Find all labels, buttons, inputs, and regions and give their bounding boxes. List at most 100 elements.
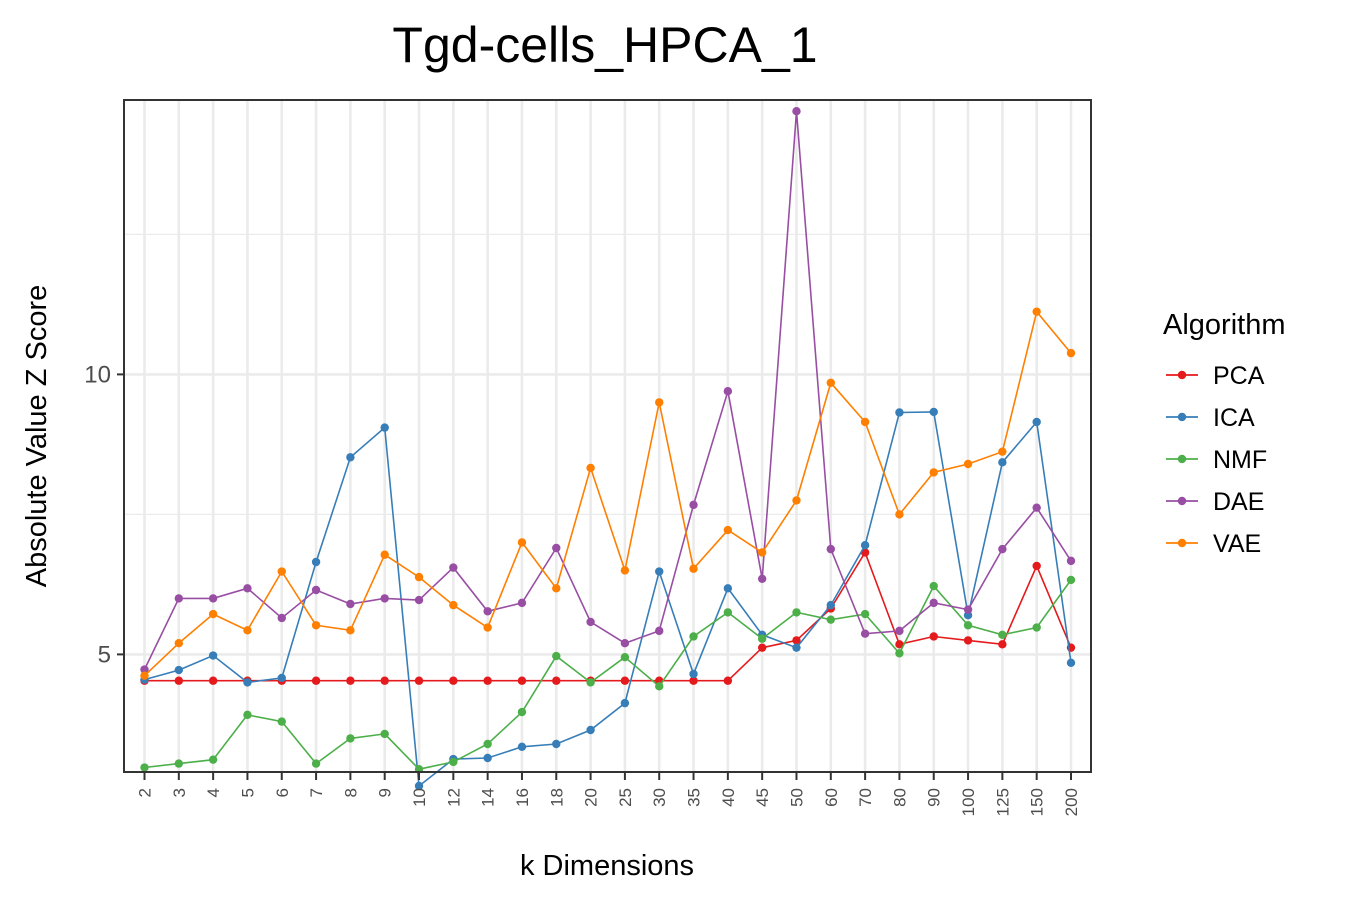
- data-point-ica: [1066, 658, 1076, 667]
- data-point-vae: [929, 468, 938, 477]
- data-point-ica: [929, 407, 938, 417]
- data-point-ica: [620, 698, 630, 708]
- data-point-vae: [311, 621, 321, 630]
- data-point-vae: [620, 566, 630, 575]
- data-point-nmf: [757, 634, 767, 643]
- data-point-vae: [174, 639, 184, 648]
- data-point-ica: [483, 753, 492, 763]
- data-point-dae: [208, 594, 218, 603]
- data-point-dae: [826, 544, 835, 554]
- data-point-ica: [826, 600, 835, 610]
- data-point-nmf: [552, 651, 561, 661]
- x-tick-label: 100: [959, 788, 978, 816]
- series-line-pca: [144, 550, 1072, 682]
- x-tick-label: 70: [856, 788, 875, 807]
- data-point-dae: [449, 563, 458, 572]
- data-point-ica: [723, 584, 733, 593]
- data-point-nmf: [517, 707, 527, 717]
- x-tick-label: 50: [787, 788, 806, 807]
- data-point-dae: [689, 500, 698, 510]
- x-tick-label: 25: [616, 788, 635, 807]
- data-point-dae: [655, 626, 664, 636]
- data-point-ica: [655, 567, 664, 576]
- data-point-nmf: [380, 729, 389, 739]
- data-point-pca: [792, 636, 801, 645]
- data-point-nmf: [1032, 623, 1041, 632]
- x-tick-label: 14: [479, 788, 498, 807]
- data-point-ica: [243, 678, 252, 687]
- data-point-dae: [586, 617, 595, 627]
- legend-label-pca: PCA: [1213, 362, 1265, 390]
- x-tick-label: 6: [273, 788, 292, 797]
- data-point-pca: [895, 640, 904, 649]
- data-point-ica: [860, 541, 870, 550]
- data-point-vae: [140, 671, 149, 680]
- data-point-vae: [517, 538, 527, 547]
- data-point-nmf: [277, 717, 286, 726]
- data-point-ica: [346, 453, 355, 462]
- legend-title: Algorithm: [1163, 309, 1286, 341]
- data-point-dae: [140, 665, 149, 674]
- x-tick-label: 2: [136, 788, 155, 797]
- data-point-vae: [689, 564, 698, 573]
- series-line-ica: [144, 411, 1072, 788]
- data-point-vae: [860, 417, 870, 427]
- data-point-nmf: [963, 621, 973, 630]
- legend-label-dae: DAE: [1213, 488, 1264, 516]
- x-tick-label: 200: [1062, 788, 1081, 816]
- series-line-dae: [143, 111, 1072, 670]
- data-point-dae: [963, 605, 973, 614]
- data-point-vae: [757, 548, 767, 557]
- data-point-dae: [346, 599, 355, 609]
- x-tick-label: 8: [341, 788, 360, 797]
- data-point-dae: [243, 584, 252, 593]
- data-point-dae: [380, 594, 389, 603]
- data-point-vae: [1066, 348, 1076, 358]
- data-point-ica: [1032, 417, 1041, 427]
- x-tick-label: 4: [204, 788, 223, 797]
- data-point-vae: [449, 600, 458, 610]
- legend: Algorithm PCA ICA NMF DAE VAE: [1163, 309, 1286, 558]
- data-point-dae: [414, 595, 424, 605]
- data-point-pca: [620, 676, 630, 685]
- data-point-pca: [757, 643, 767, 652]
- data-point-pca: [380, 676, 389, 685]
- data-point-nmf: [826, 615, 835, 624]
- x-tick-label: 45: [753, 788, 772, 807]
- data-point-vae: [963, 459, 973, 469]
- data-point-ica: [311, 557, 321, 567]
- data-point-nmf: [998, 630, 1007, 639]
- data-point-pca: [552, 676, 561, 685]
- data-point-dae: [895, 626, 904, 636]
- x-tick-label: 16: [513, 788, 532, 807]
- data-point-vae: [895, 510, 904, 519]
- data-point-pca: [689, 676, 698, 685]
- y-tick-label: 10: [84, 361, 111, 388]
- x-tick-label: 150: [1028, 788, 1047, 816]
- x-tick-label: 18: [547, 788, 566, 807]
- x-tick-label: 10: [410, 788, 429, 807]
- plot-panel-border: [123, 99, 1092, 773]
- data-point-ica: [277, 673, 286, 683]
- data-point-nmf: [311, 759, 321, 768]
- data-point-vae: [483, 623, 492, 632]
- x-tick-label: 20: [582, 788, 601, 807]
- data-point-vae: [208, 609, 218, 619]
- data-point-nmf: [723, 608, 733, 617]
- data-point-dae: [1032, 503, 1041, 512]
- data-point-pca: [963, 636, 973, 645]
- data-point-vae: [552, 584, 561, 593]
- data-point-nmf: [586, 678, 595, 687]
- data-point-dae: [757, 574, 767, 583]
- data-point-dae: [620, 639, 630, 648]
- x-tick-label: 80: [890, 788, 909, 807]
- data-point-dae: [174, 594, 184, 603]
- data-point-pca: [174, 676, 184, 685]
- data-point-nmf: [689, 632, 698, 641]
- series: [140, 107, 1076, 791]
- data-point-vae: [346, 626, 355, 635]
- x-axis-title: k Dimensions: [520, 850, 694, 882]
- data-point-dae: [483, 607, 492, 616]
